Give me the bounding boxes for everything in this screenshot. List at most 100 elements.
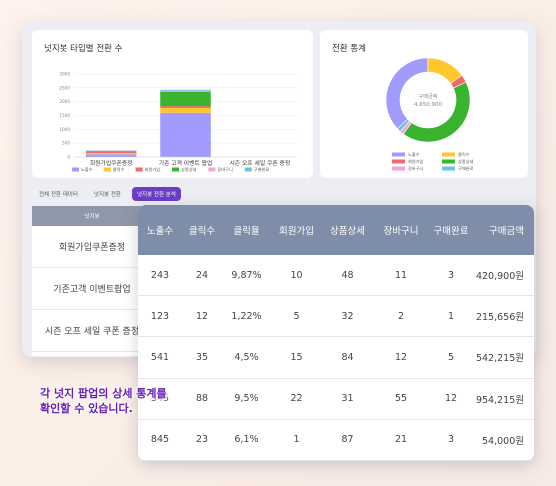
- cell-ctr: 6,1%: [234, 434, 259, 446]
- cell-impressions: 123: [150, 310, 170, 322]
- cell-ctr: 4,5%: [234, 351, 259, 363]
- cell-signups: 10: [290, 269, 303, 281]
- nudgebot-column-header: 넛지봇: [32, 206, 152, 226]
- cell-product-detail: 87: [341, 434, 354, 446]
- tab-all-conversions[interactable]: 전체 전환 데이터: [39, 192, 78, 198]
- bar-segment[interactable]: [85, 154, 137, 157]
- cell-ctr: 9,87%: [231, 269, 262, 281]
- legend-swatch: [442, 152, 455, 157]
- donut-slice[interactable]: [396, 118, 410, 132]
- bar-segment[interactable]: [160, 91, 211, 107]
- legend-swatch: [72, 167, 79, 172]
- donut-chart-title: 전환 통계: [332, 44, 366, 54]
- legend-label: 상품상세: [181, 166, 197, 173]
- cell-purchase-amount: 54,000원: [482, 435, 524, 447]
- legend-label: 회원가입: [145, 166, 161, 173]
- cell-purchase-amount: 215,656원: [475, 312, 524, 324]
- cell-cart: 21: [394, 434, 408, 446]
- cell-clicks: 24: [195, 269, 209, 281]
- table-row[interactable]: 845 23 6,1% 1 87 21 3 54,000원: [138, 420, 534, 461]
- cell-purchase-amount: 954,215원: [475, 394, 524, 406]
- table-row[interactable]: 123 12 1,22% 5 32 2 1 215,656원: [138, 296, 534, 338]
- legend-label: 구매완료: [458, 165, 474, 172]
- table-row[interactable]: 243 24 9,87% 10 48 11 3 420,900원: [138, 255, 534, 297]
- bar-segment[interactable]: [85, 153, 137, 155]
- legend-swatch: [208, 167, 216, 172]
- y-tick-label: 1000: [59, 127, 70, 132]
- cell-cart: 11: [394, 269, 408, 281]
- cell-clicks: 12: [195, 310, 209, 322]
- legend-label: 장바구니: [408, 165, 424, 172]
- bar-segment[interactable]: [85, 152, 137, 154]
- stats-table: 노출수 클릭수 클릭율 회원가입 상품상세 장바구니 구매완료 구매금액 243…: [138, 205, 534, 461]
- table-row[interactable]: 345 88 9,5% 22 31 55 12 954,215원: [138, 379, 534, 420]
- cell-clicks: 88: [195, 393, 209, 405]
- legend-label: 노출수: [408, 151, 420, 158]
- nudgebot-name-table: 넛지봇 회원가입쿠폰증정 기존고객 이벤트팝업 시즌 오프 세일 쿠폰 증정: [32, 206, 152, 356]
- bar-segment[interactable]: [160, 108, 211, 113]
- legend-swatch: [442, 166, 455, 171]
- cell-purchases: 12: [444, 393, 458, 405]
- cell-signups: 15: [290, 351, 303, 363]
- header-impressions: 노출수: [146, 226, 174, 237]
- cell-clicks: 35: [195, 351, 209, 363]
- tab-nudgebot-analysis[interactable]: 넛지봇 전환 분석: [131, 187, 181, 201]
- tab-bar: 전체 전환 데이터 넛지봇 전환 넛지봇 전환 분석: [34, 186, 181, 202]
- header-product-detail: 상품상세: [330, 226, 365, 237]
- legend-label: 클릭수: [113, 166, 125, 173]
- cell-purchase-amount: 420,900원: [475, 271, 524, 283]
- cell-signups: 22: [290, 393, 303, 405]
- legend-swatch: [442, 159, 455, 164]
- x-category-label: 시즌 오프 세일 쿠폰 증정: [229, 159, 290, 167]
- legend-label: 구매완료: [254, 166, 270, 173]
- cell-product-detail: 84: [341, 351, 354, 363]
- cell-impressions: 345: [150, 393, 170, 405]
- cell-product-detail: 31: [341, 393, 354, 405]
- tab-nudgebot-conversions[interactable]: 넛지봇 전환: [93, 192, 121, 198]
- cell-cart: 55: [394, 393, 408, 405]
- bar-segment[interactable]: [160, 112, 211, 157]
- y-tick-label: 2500: [59, 85, 70, 90]
- nudgebot-row[interactable]: 시즌 오프 세일 쿠폰 증정: [32, 310, 152, 352]
- cell-purchases: 3: [447, 269, 455, 281]
- donut-slice[interactable]: [402, 81, 471, 143]
- bar-segment[interactable]: [160, 90, 211, 92]
- y-tick-label: 1500: [59, 113, 70, 118]
- callout-line: 각 넛지 팝업의 상세 통계를: [40, 387, 167, 400]
- cell-purchases: 3: [447, 434, 455, 446]
- bar-segment[interactable]: [85, 150, 137, 152]
- cell-ctr: 9,5%: [234, 393, 259, 405]
- header-clicks: 클릭수: [188, 226, 216, 237]
- legend-label: 장바구니: [217, 166, 233, 173]
- cell-clicks: 23: [195, 434, 209, 446]
- legend-swatch: [172, 167, 179, 172]
- cell-purchase-amount: 542,215원: [475, 353, 524, 365]
- donut-chart-card: 전환 통계 구매금액 4,650,900 노출수 클릭수 회원가입 상품상세 장바구니 구매완…: [320, 30, 528, 178]
- donut-center-label: 구매금액: [419, 93, 438, 100]
- y-tick-label: 3000: [59, 72, 70, 77]
- table-row[interactable]: 541 35 4,5% 15 84 12 5 542,215원: [138, 337, 534, 379]
- legend-swatch: [135, 167, 143, 172]
- header-purchases: 구매완료: [433, 226, 469, 237]
- header-signups: 회원가입: [279, 226, 314, 237]
- nudgebot-row[interactable]: 회원가입쿠폰증정: [32, 226, 152, 268]
- legend-label: 회원가입: [408, 158, 424, 165]
- cell-ctr: 1,22%: [231, 310, 262, 322]
- cell-purchases: 1: [447, 310, 455, 322]
- bar-chart-title: 넛지봇 타입별 전환 수: [44, 44, 123, 54]
- cell-product-detail: 48: [341, 269, 354, 281]
- x-category-label: 기존 고객 이벤트 팝업: [159, 159, 213, 167]
- donut-center-value: 4,650,900: [414, 102, 442, 108]
- legend-swatch: [392, 159, 405, 164]
- x-category-label: 회원가입쿠폰증정: [90, 159, 133, 167]
- bar-segment[interactable]: [85, 151, 137, 153]
- cell-impressions: 243: [150, 269, 170, 281]
- bar-segment[interactable]: [160, 89, 211, 91]
- dashboard-window: 넛지봇 타입별 전환 수 0 500 1000 1500 2000 2500 3000 회원가…: [22, 22, 536, 357]
- header-ctr: 클릭율: [233, 226, 260, 237]
- callout-text: 각 넛지 팝업의 상세 통계를 확인할 수 있습니다.: [40, 386, 210, 416]
- cell-product-detail: 32: [341, 310, 354, 322]
- nudgebot-row[interactable]: 기존고객 이벤트팝업: [32, 268, 152, 310]
- bar-segment[interactable]: [160, 106, 211, 109]
